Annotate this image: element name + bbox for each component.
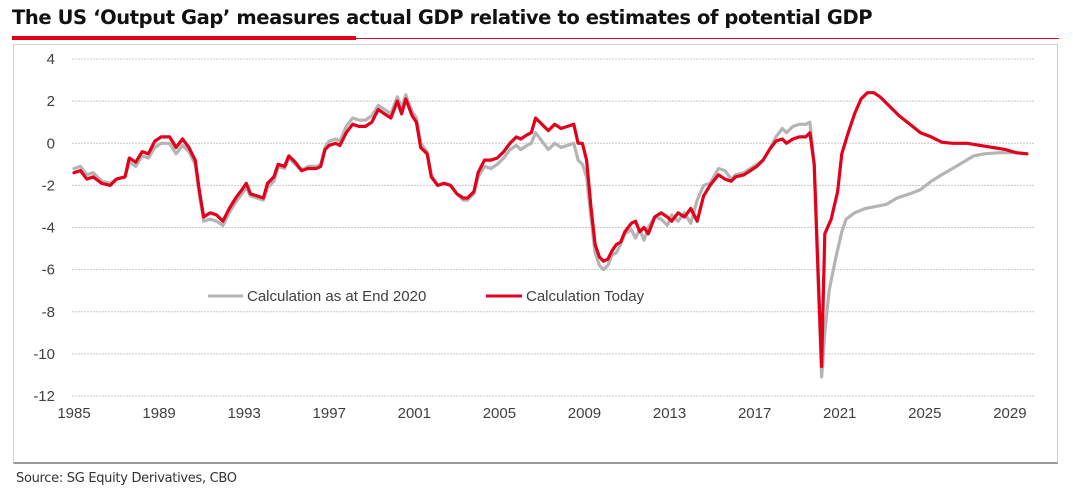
x-tick-label: 1989	[142, 405, 175, 422]
x-tick-label: 2005	[483, 405, 516, 422]
y-tick-label: 4	[47, 51, 55, 68]
y-tick-label: -10	[33, 346, 55, 363]
chart-frame	[13, 44, 1058, 464]
y-tick-label: -2	[42, 177, 55, 194]
legend: Calculation as at End 2020 Calculation T…	[208, 288, 645, 305]
series-line-today	[72, 91, 1029, 369]
x-tick-label: 1985	[57, 405, 90, 422]
legend-label-end-2020: Calculation as at End 2020	[247, 288, 426, 305]
title-accent-bar	[12, 36, 356, 40]
y-tick-label: -4	[42, 220, 55, 237]
x-axis-labels: 1985 1989 1993 1997 2001 2005 2009 2013 2017 2021…	[57, 405, 1026, 422]
source-note: Source: SG Equity Derivatives, CBO	[16, 471, 237, 486]
y-tick-label: 2	[47, 93, 55, 110]
x-tick-label: 2001	[398, 405, 431, 422]
chart-title: The US ‘Output Gap’ measures actual GDP …	[12, 6, 873, 29]
y-tick-label: -8	[42, 304, 55, 321]
legend-label-today: Calculation Today	[526, 288, 645, 305]
x-tick-label: 1997	[313, 405, 346, 422]
series-lines	[72, 91, 1029, 379]
x-tick-label: 2021	[823, 405, 856, 422]
y-tick-label: 0	[47, 135, 55, 152]
title-underline	[12, 38, 1059, 39]
x-tick-label: 2029	[993, 405, 1026, 422]
y-axis-labels: 4 2 0 -2 -4 -6 -8 -10 -12	[33, 51, 55, 405]
series-line-end-2020	[72, 93, 1029, 379]
x-tick-label: 2009	[568, 405, 601, 422]
x-tick-label: 1993	[227, 405, 260, 422]
x-tick-label: 2025	[908, 405, 941, 422]
y-tick-label: -6	[42, 262, 55, 279]
x-tick-label: 2013	[653, 405, 686, 422]
y-tick-label: -12	[33, 388, 55, 405]
gridlines	[72, 58, 1034, 397]
x-tick-label: 2017	[738, 405, 771, 422]
